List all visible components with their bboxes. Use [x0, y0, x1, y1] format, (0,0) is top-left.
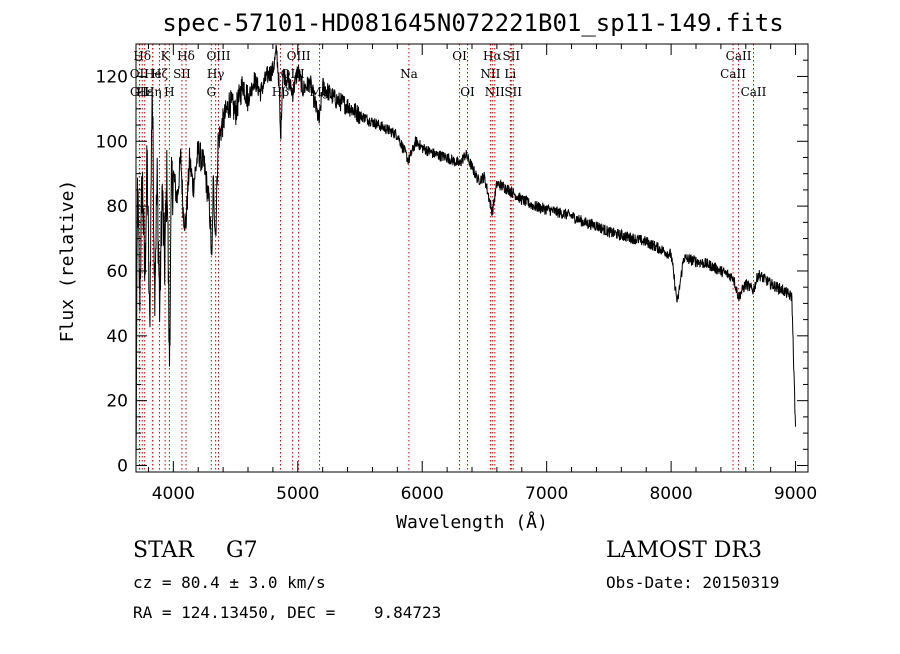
- x-tick-label: 4000: [152, 484, 195, 504]
- spectral-line-label: Hδ: [133, 49, 151, 63]
- spectral-line-label: CaII: [720, 67, 746, 81]
- survey-label: LAMOST DR3: [606, 538, 762, 563]
- y-tick-label: 100: [96, 132, 128, 152]
- x-axis-label: Wavelength (Å): [396, 511, 548, 533]
- spectrum-line: [135, 44, 796, 466]
- y-tick-label: 60: [106, 262, 128, 282]
- spectral-line-label: OIII: [206, 49, 230, 63]
- y-axis-label: Flux (relative): [57, 180, 78, 343]
- spectral-line-label: H: [164, 85, 174, 99]
- spectral-line-label: Hζ: [151, 67, 168, 81]
- spectral-line-label: Na: [400, 67, 418, 81]
- redshift-velocity: cz = 80.4 ± 3.0 km/s: [133, 573, 326, 592]
- y-tick-label: 120: [96, 67, 128, 87]
- spectral-line-label: Hδ: [177, 49, 195, 63]
- spectral-line-label: Hε: [136, 85, 153, 99]
- spectral-line-label: Li: [504, 67, 516, 81]
- observation-date: Obs-Date: 20150319: [606, 573, 780, 592]
- spectral-line-label: SII: [504, 85, 522, 99]
- spectral-line-label: He: [144, 67, 162, 81]
- spectral-line-label: OI: [452, 49, 467, 63]
- y-tick-label: 20: [106, 392, 128, 412]
- spectral-line-label: Hγ: [207, 67, 225, 81]
- spectral-line-label: OIII: [287, 49, 311, 63]
- spectral-line-label: CaII: [741, 85, 767, 99]
- spectral-line-label: NII: [480, 67, 500, 81]
- spectral-line-label: Hη: [144, 85, 162, 99]
- spectral-line-label: G: [206, 85, 216, 99]
- object-subclass: G7: [226, 538, 258, 563]
- spectral-line-label: NII: [485, 85, 505, 99]
- spectral-line-label: OI: [460, 85, 475, 99]
- object-class-label: STAR G7: [133, 538, 258, 563]
- x-tick-label: 9000: [774, 484, 817, 504]
- spectral-line-label: K: [161, 49, 171, 63]
- object-class: STAR: [133, 538, 194, 563]
- chart-title: spec-57101-HD081645N072221B01_sp11-149.f…: [162, 9, 783, 37]
- spectral-line-label: SII: [502, 49, 520, 63]
- x-tick-label: 5000: [276, 484, 319, 504]
- ra-dec-coordinates: RA = 124.13450, DEC = 9.84723: [133, 603, 442, 622]
- y-tick-label: 0: [117, 457, 128, 477]
- spectral-line-label: Hα: [483, 49, 502, 63]
- y-tick-label: 80: [106, 197, 128, 217]
- spectral-line-label: CaII: [726, 49, 752, 63]
- x-tick-label: 7000: [525, 484, 568, 504]
- x-tick-label: 6000: [401, 484, 444, 504]
- spectral-line-label: Hβ: [272, 85, 289, 99]
- spectral-line-label: SII: [173, 67, 191, 81]
- x-tick-label: 8000: [649, 484, 692, 504]
- y-tick-label: 40: [106, 327, 128, 347]
